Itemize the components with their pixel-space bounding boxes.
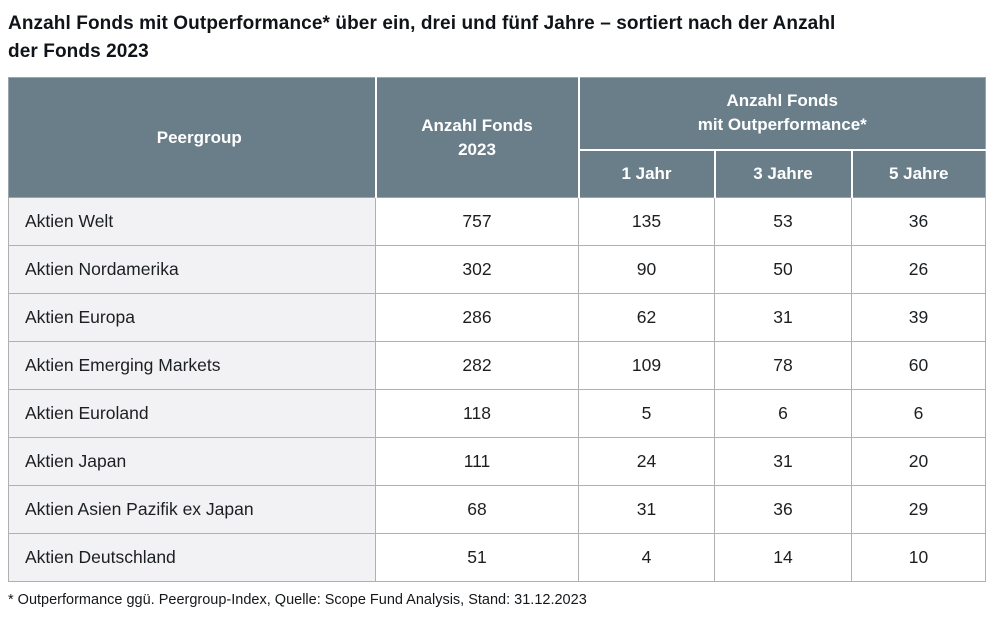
cell-1-jahr: 24 <box>578 437 715 486</box>
table-row: Aktien Euroland 118 5 6 6 <box>8 389 986 438</box>
cell-5-jahre: 26 <box>851 245 986 294</box>
table-row: Aktien Europa 286 62 31 39 <box>8 293 986 342</box>
column-header-5-jahre: 5 Jahre <box>850 149 986 198</box>
cell-anzahl-2023: 111 <box>375 437 579 486</box>
cell-1-jahr: 90 <box>578 245 715 294</box>
footnote: * Outperformance ggü. Peergroup-Index, Q… <box>8 592 587 608</box>
cell-5-jahre: 29 <box>851 485 986 534</box>
cell-anzahl-2023: 286 <box>375 293 579 342</box>
cell-peergroup: Aktien Deutschland <box>8 533 376 582</box>
cell-3-jahre: 14 <box>714 533 852 582</box>
cell-1-jahr: 135 <box>578 197 715 246</box>
cell-5-jahre: 20 <box>851 437 986 486</box>
column-header-anzahl-fonds-2023: Anzahl Fonds 2023 <box>374 77 579 198</box>
table-row: Aktien Nordamerika 302 90 50 26 <box>8 245 986 294</box>
cell-1-jahr: 5 <box>578 389 715 438</box>
cell-anzahl-2023: 51 <box>375 533 579 582</box>
cell-5-jahre: 60 <box>851 341 986 390</box>
cell-peergroup: Aktien Europa <box>8 293 376 342</box>
cell-3-jahre: 50 <box>714 245 852 294</box>
cell-anzahl-2023: 118 <box>375 389 579 438</box>
cell-peergroup: Aktien Japan <box>8 437 376 486</box>
table-row: Aktien Emerging Markets 282 109 78 60 <box>8 341 986 390</box>
column-header-peergroup: Peergroup <box>8 77 376 198</box>
cell-5-jahre: 36 <box>851 197 986 246</box>
cell-1-jahr: 4 <box>578 533 715 582</box>
table-row: Aktien Welt 757 135 53 36 <box>8 197 986 246</box>
cell-peergroup: Aktien Nordamerika <box>8 245 376 294</box>
cell-3-jahre: 6 <box>714 389 852 438</box>
column-header-outperformance-group: Anzahl Fonds mit Outperformance* <box>577 77 986 151</box>
cell-anzahl-2023: 282 <box>375 341 579 390</box>
cell-anzahl-2023: 302 <box>375 245 579 294</box>
cell-1-jahr: 31 <box>578 485 715 534</box>
table-row: Aktien Asien Pazifik ex Japan 68 31 36 2… <box>8 485 986 534</box>
cell-anzahl-2023: 68 <box>375 485 579 534</box>
cell-3-jahre: 53 <box>714 197 852 246</box>
cell-1-jahr: 62 <box>578 293 715 342</box>
header-row-group: Peergroup Anzahl Fonds 2023 Anzahl Fonds… <box>8 77 986 198</box>
cell-3-jahre: 36 <box>714 485 852 534</box>
fonds-table: Peergroup Anzahl Fonds 2023 Anzahl Fonds… <box>8 77 986 582</box>
cell-3-jahre: 78 <box>714 341 852 390</box>
cell-peergroup: Aktien Euroland <box>8 389 376 438</box>
column-header-1-jahr: 1 Jahr <box>577 149 715 198</box>
cell-5-jahre: 39 <box>851 293 986 342</box>
cell-peergroup: Aktien Asien Pazifik ex Japan <box>8 485 376 534</box>
table-row: Aktien Deutschland 51 4 14 10 <box>8 533 986 582</box>
cell-anzahl-2023: 757 <box>375 197 579 246</box>
header-row-sub: 1 Jahr 3 Jahre 5 Jahre <box>9 149 986 198</box>
page-title: Anzahl Fonds mit Outperformance* über ei… <box>8 13 836 62</box>
cell-5-jahre: 10 <box>851 533 986 582</box>
cell-5-jahre: 6 <box>851 389 986 438</box>
cell-peergroup: Aktien Welt <box>8 197 376 246</box>
cell-3-jahre: 31 <box>714 437 852 486</box>
cell-1-jahr: 109 <box>578 341 715 390</box>
column-header-3-jahre: 3 Jahre <box>713 149 852 198</box>
table-row: Aktien Japan 111 24 31 20 <box>8 437 986 486</box>
cell-peergroup: Aktien Emerging Markets <box>8 341 376 390</box>
cell-3-jahre: 31 <box>714 293 852 342</box>
